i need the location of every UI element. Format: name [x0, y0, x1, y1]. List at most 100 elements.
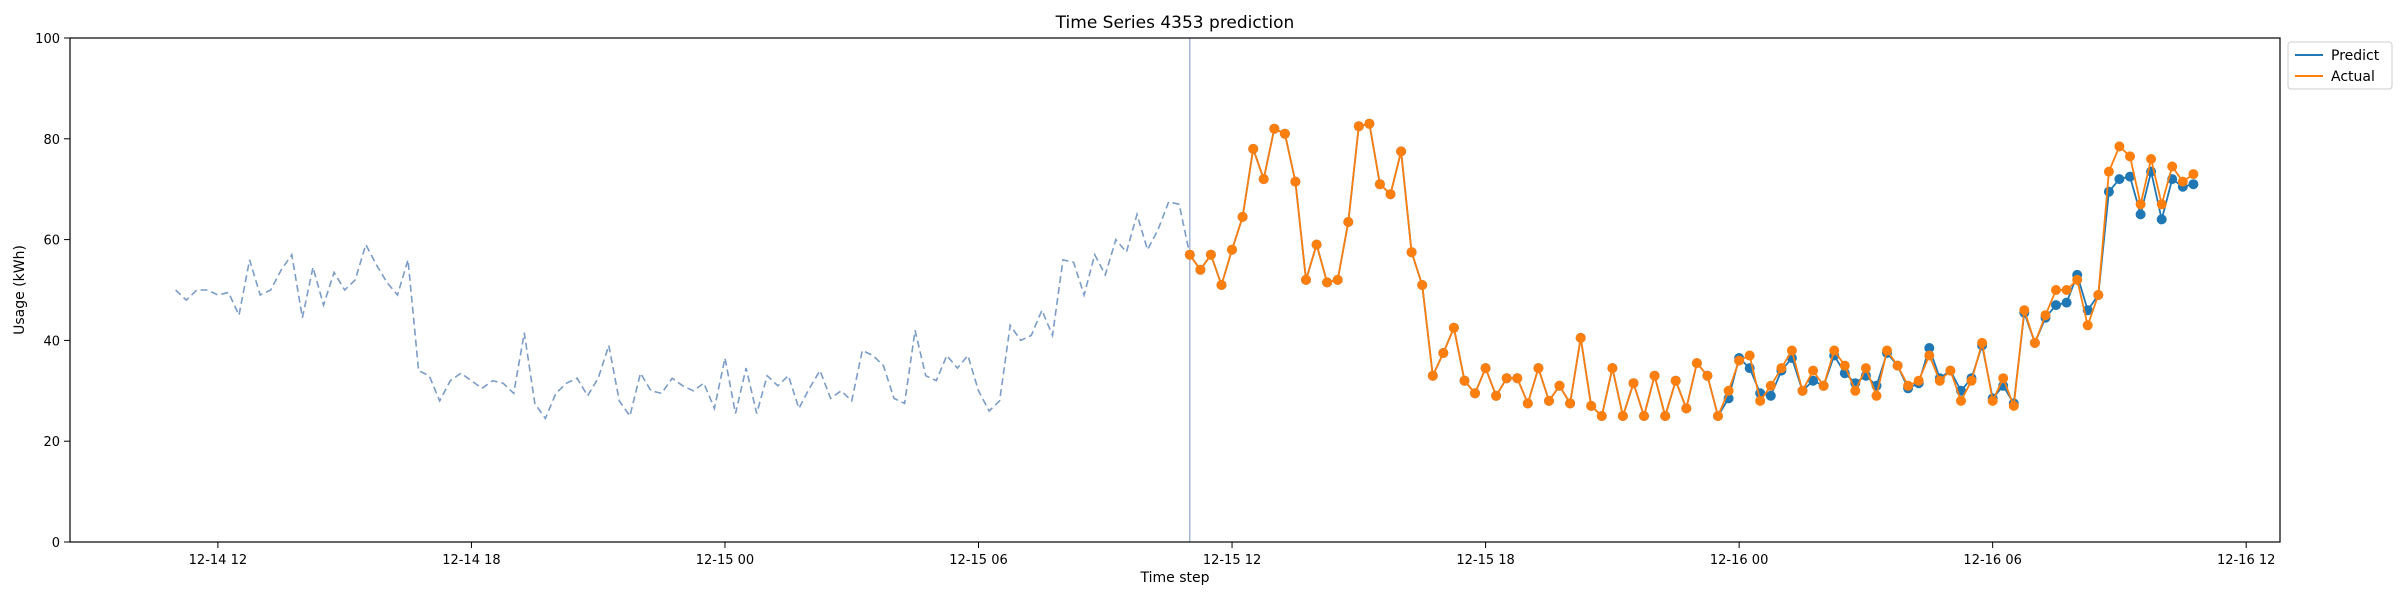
actual-point: [1734, 355, 1745, 366]
actual-point: [2029, 337, 2040, 348]
actual-point: [1565, 398, 1576, 409]
actual-point: [1702, 370, 1713, 381]
actual-point: [1723, 385, 1734, 396]
actual-point: [1396, 146, 1407, 157]
actual-point: [1860, 363, 1871, 374]
actual-point: [1491, 390, 1502, 401]
actual-point: [1544, 395, 1554, 406]
actual-point: [1385, 189, 1396, 200]
actual-point: [2167, 161, 2178, 172]
actual-point: [1470, 388, 1480, 399]
legend-actual-label: Actual: [2331, 69, 2375, 85]
actual-point: [1258, 174, 1269, 185]
actual-point: [1818, 380, 1829, 391]
actual-point: [2188, 169, 2199, 180]
actual-point: [1279, 128, 1290, 139]
predict-point: [1765, 390, 1776, 401]
predict-point: [1924, 343, 1935, 353]
actual-point: [1755, 395, 1766, 406]
history-layer: [175, 38, 1191, 542]
predict-point: [1808, 375, 1819, 386]
x-tick-label: 12-14 18: [442, 553, 500, 568]
actual-point: [2040, 310, 2051, 321]
actual-point: [2177, 176, 2188, 187]
predict-point: [2188, 179, 2199, 190]
axes-layer: 0 20 40 60 80 100 12-14 12 12-14 18 12-15 00 12-1…: [35, 32, 2275, 568]
x-tick-label: 12-16 06: [1963, 553, 2021, 568]
actual-point: [1797, 385, 1808, 396]
actual-point: [1586, 400, 1597, 411]
x-axis-label: Time step: [1140, 570, 1210, 586]
actual-point: [1427, 370, 1438, 381]
actual-point: [1681, 403, 1692, 414]
actual-point: [1417, 280, 1428, 290]
actual-point: [1205, 249, 1216, 260]
actual-point: [1924, 350, 1935, 361]
x-tick-label: 12-15 18: [1456, 553, 1514, 568]
y-tick-label: 20: [43, 435, 60, 450]
actual-point: [1744, 350, 1755, 361]
actual-point: [1512, 373, 1523, 384]
actual-point: [1237, 211, 1248, 222]
y-tick-label: 60: [43, 234, 60, 249]
actual-point: [1839, 360, 1850, 371]
actual-point: [1533, 363, 1544, 374]
x-tick-label: 12-16 00: [1710, 553, 1768, 568]
x-tick-label: 12-15 12: [1203, 553, 1261, 568]
actual-point: [1628, 378, 1639, 389]
actual-point: [1776, 363, 1787, 374]
actual-point: [1871, 390, 1882, 401]
predict-point: [2051, 300, 2061, 311]
x-tick-label: 12-14 12: [189, 553, 247, 568]
actual-point: [1977, 337, 1988, 348]
actual-point: [1713, 411, 1723, 421]
actual-point: [1607, 363, 1618, 374]
actual-point: [2051, 285, 2061, 295]
actual-point: [1913, 375, 1924, 386]
actual-point: [1522, 398, 1533, 409]
actual-point: [1438, 348, 1449, 358]
actual-point: [1639, 411, 1649, 421]
actual-point: [1406, 247, 1417, 258]
actual-point: [1617, 411, 1628, 421]
actual-point: [1459, 375, 1470, 386]
actual-point: [2061, 285, 2072, 295]
actual-point: [1480, 363, 1491, 374]
actual-point: [1322, 277, 1333, 288]
actual-point: [1670, 375, 1681, 386]
legend-frame: [2287, 41, 2393, 90]
legend: Predict Actual: [2287, 41, 2393, 90]
predict-point: [2103, 186, 2114, 197]
actual-point: [1554, 380, 1565, 391]
y-tick-label: 100: [35, 32, 60, 47]
actual-point: [1501, 373, 1512, 384]
actual-series: [1184, 118, 2199, 421]
plot-frame: [69, 37, 2281, 543]
actual-point: [1966, 375, 1977, 386]
actual-point: [1691, 358, 1702, 369]
actual-point: [2103, 166, 2114, 177]
actual-point: [2019, 305, 2030, 316]
y-tick-label: 80: [43, 133, 60, 148]
actual-point: [1987, 395, 1998, 406]
actual-point: [1332, 274, 1343, 285]
actual-point: [2135, 199, 2146, 210]
actual-point: [1850, 385, 1861, 396]
actual-point: [1301, 274, 1311, 285]
actual-point: [1998, 373, 2009, 384]
y-axis-label: Usage (kWh): [12, 245, 28, 335]
actual-point: [1934, 375, 1945, 386]
actual-point: [1903, 380, 1914, 391]
x-tick-label: 12-15 00: [696, 553, 754, 568]
actual-point: [1184, 249, 1195, 260]
actual-point: [1364, 118, 1375, 129]
actual-point: [2072, 274, 2083, 285]
actual-point: [1808, 365, 1819, 376]
y-tick-label: 0: [52, 536, 60, 551]
actual-point: [1765, 380, 1776, 391]
actual-point: [1216, 280, 1227, 290]
chart-title: Time Series 4353 prediction: [1055, 13, 1295, 33]
actual-point: [1660, 411, 1671, 421]
